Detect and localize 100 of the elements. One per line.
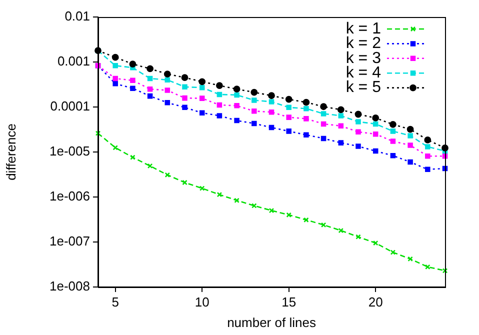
point: [372, 114, 380, 122]
point: [130, 154, 136, 160]
point: [252, 120, 257, 126]
point: [425, 144, 430, 150]
point: [164, 172, 170, 178]
point: [338, 113, 344, 118]
y-tick-label: 0.0001: [50, 98, 90, 114]
point: [406, 126, 414, 133]
point: [320, 136, 326, 142]
point: [252, 203, 257, 208]
point: [286, 128, 292, 134]
point: [182, 95, 188, 101]
point: [390, 153, 396, 158]
point: [250, 88, 258, 96]
point: [268, 208, 274, 214]
point: [268, 124, 274, 130]
point: [268, 92, 275, 100]
point: [268, 99, 274, 104]
legend-label: k = 4: [346, 64, 382, 82]
y-tick-label: 0.001: [57, 54, 90, 69]
point: [112, 54, 119, 61]
point: [199, 186, 205, 191]
point: [390, 138, 396, 144]
point: [216, 192, 222, 198]
point: [234, 92, 240, 98]
point: [164, 77, 170, 83]
x-axis-title: number of lines: [227, 314, 316, 330]
point: [199, 84, 205, 90]
point: [147, 163, 153, 169]
point: [112, 63, 118, 68]
point: [129, 60, 136, 68]
point: [338, 140, 344, 146]
point: [252, 98, 257, 103]
point: [408, 133, 413, 138]
point: [372, 131, 378, 137]
legend-label: k = 3: [346, 50, 382, 67]
point: [285, 96, 292, 103]
point: [199, 110, 205, 116]
x-tick-label: 5: [112, 294, 119, 310]
point: [286, 212, 292, 218]
legend-label: k = 1: [346, 20, 382, 38]
point: [182, 104, 188, 110]
point: [425, 153, 430, 159]
point: [354, 110, 362, 118]
point: [424, 136, 432, 144]
point: [286, 114, 292, 120]
point: [164, 100, 170, 106]
point: [320, 111, 326, 116]
point: [408, 256, 413, 262]
point: [286, 104, 292, 110]
point: [112, 81, 118, 86]
point: [199, 96, 205, 101]
point: [182, 180, 188, 186]
point: [130, 86, 136, 91]
y-tick-label: 1e-005: [50, 144, 90, 159]
point: [198, 78, 206, 86]
point: [112, 76, 118, 82]
point: [356, 129, 361, 135]
point: [372, 121, 378, 127]
point: [338, 228, 344, 234]
point: [356, 234, 361, 240]
point: [182, 84, 188, 90]
point: [425, 264, 430, 270]
point: [216, 102, 222, 108]
point: [234, 118, 240, 124]
point: [337, 106, 344, 114]
point: [164, 88, 170, 93]
x-tick-label: 15: [282, 294, 296, 310]
point: [372, 148, 378, 154]
legend-label: k = 2: [346, 35, 382, 52]
point: [320, 103, 327, 110]
point: [112, 145, 118, 150]
point: [390, 250, 396, 255]
point: [268, 109, 274, 115]
y-tick-label: 0.01: [64, 8, 90, 24]
point: [304, 132, 309, 138]
point: [181, 74, 188, 82]
point: [130, 78, 136, 84]
point: [304, 106, 309, 112]
y-tick-label: 1e-006: [50, 188, 90, 204]
x-tick-label: 10: [194, 294, 210, 310]
point: [95, 130, 101, 136]
point: [356, 119, 361, 124]
point: [408, 159, 413, 165]
point: [442, 268, 448, 274]
legend-label: k = 5: [346, 79, 382, 96]
point: [234, 103, 240, 108]
y-tick-label: 1e-008: [50, 278, 90, 294]
point: [147, 76, 153, 82]
point: [146, 65, 154, 72]
point: [234, 198, 240, 204]
point: [252, 108, 257, 114]
point: [147, 93, 153, 99]
point: [408, 142, 413, 148]
point: [425, 166, 430, 172]
point: [372, 240, 378, 246]
point: [304, 217, 309, 223]
point: [302, 98, 310, 106]
point: [390, 120, 396, 128]
point: [216, 113, 222, 118]
